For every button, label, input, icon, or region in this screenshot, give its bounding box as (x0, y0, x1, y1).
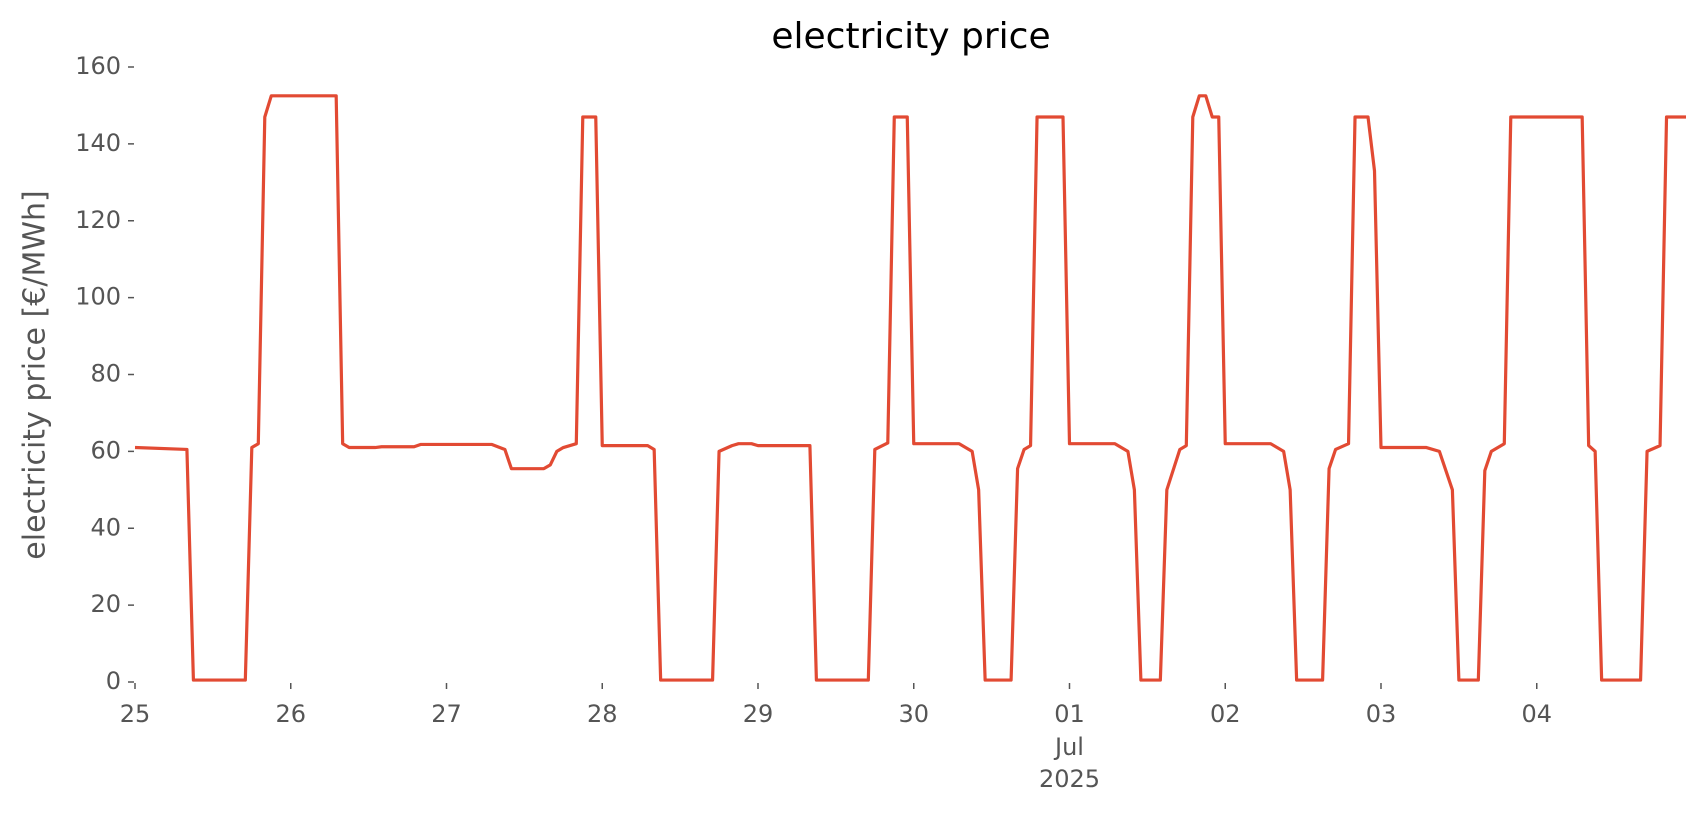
x-tick-label: 29 (743, 700, 774, 728)
chart-title: electricity price (771, 16, 1050, 57)
x-tick-label: 03 (1366, 700, 1397, 728)
x-tick-label: 04 (1521, 700, 1552, 728)
y-tick-label: 20 (90, 590, 121, 618)
x-tick-sublabel: Jul (1053, 733, 1084, 761)
x-tick-label: 25 (120, 700, 151, 728)
x-tick-label: 01 (1054, 700, 1085, 728)
y-tick-label: 80 (90, 360, 121, 388)
y-tick-label: 0 (106, 667, 121, 695)
x-tick-label: 26 (275, 700, 306, 728)
y-axis-label: electricity price [€/MWh] (18, 190, 53, 559)
price-line (134, 94, 1686, 682)
x-tick-label: 02 (1210, 700, 1241, 728)
x-tick-label: 28 (587, 700, 618, 728)
y-tick-label: 120 (75, 206, 121, 234)
y-tick-label: 140 (75, 129, 121, 157)
y-tick-label: 60 (90, 436, 121, 464)
y-tick-label: 100 (75, 283, 121, 311)
x-tick-label: 27 (431, 700, 462, 728)
x-tick-sublabel: 2025 (1039, 765, 1100, 793)
y-tick-label: 40 (90, 513, 121, 541)
x-tick-label: 30 (898, 700, 929, 728)
y-tick-label: 160 (75, 52, 121, 80)
